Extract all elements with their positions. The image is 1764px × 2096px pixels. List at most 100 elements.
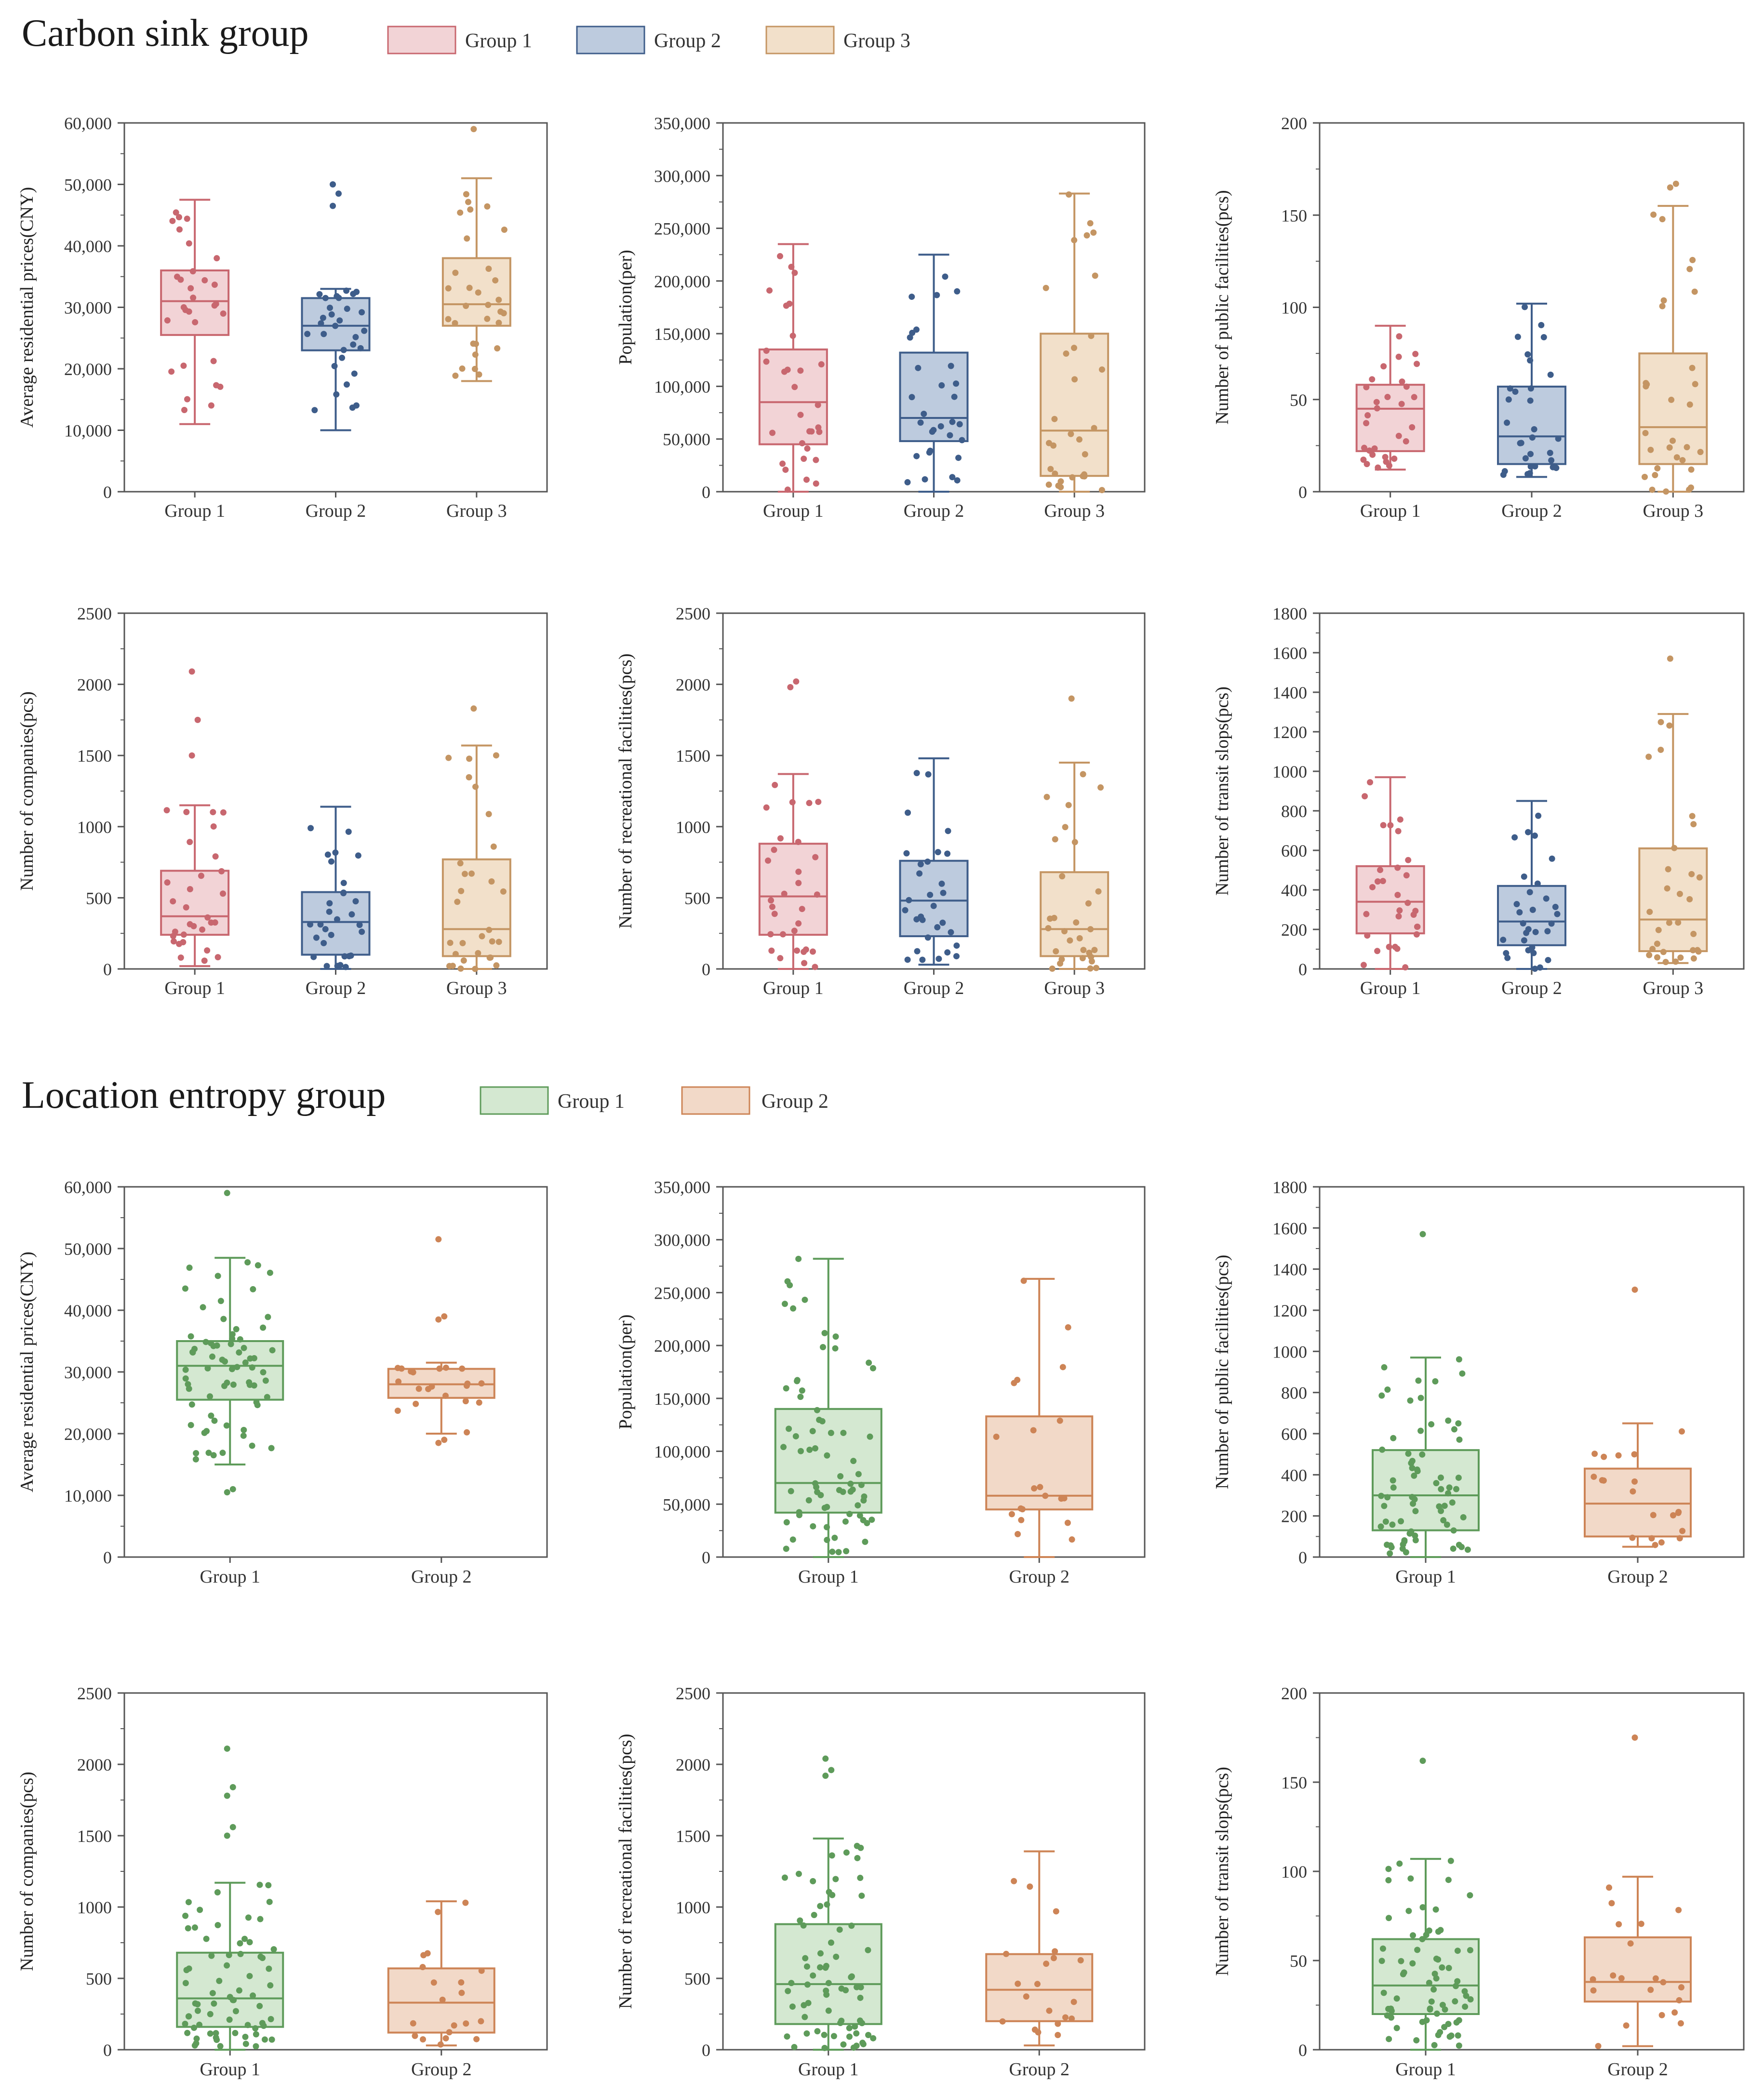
data-point <box>1363 461 1370 468</box>
data-point <box>1398 401 1405 407</box>
data-point <box>1369 884 1376 890</box>
data-point <box>454 899 461 905</box>
data-point <box>253 2043 259 2050</box>
data-point <box>1455 2032 1461 2039</box>
data-point <box>1590 1987 1597 1994</box>
data-point <box>1052 1948 1058 1955</box>
data-point <box>860 2041 867 2047</box>
data-point <box>1014 1377 1021 1384</box>
data-point <box>781 1301 788 1307</box>
data-point <box>1453 1486 1460 1492</box>
y-tick-label: 0 <box>702 2041 710 2060</box>
y-tick-label: 300,000 <box>654 1231 710 1250</box>
data-point <box>1501 468 1508 475</box>
data-point <box>1529 434 1536 441</box>
data-point <box>1548 920 1555 927</box>
data-point <box>451 2022 457 2029</box>
data-point <box>914 948 921 954</box>
outlier-point <box>441 1437 448 1443</box>
data-point <box>1671 845 1678 851</box>
data-point <box>1675 1907 1682 1913</box>
data-point <box>801 2002 807 2009</box>
data-point <box>783 302 789 309</box>
boxplot-panel: 0 10,000 20,000 30,000 40,000 50,000 60,000 Ave… <box>17 114 548 521</box>
data-point <box>1659 216 1666 223</box>
data-point <box>207 2011 214 2017</box>
y-tick-label: 10,000 <box>64 1486 112 1505</box>
data-point <box>939 919 946 926</box>
data-point <box>457 965 464 972</box>
data-point <box>810 1972 816 1979</box>
box <box>1040 871 1109 957</box>
y-tick-label: 0 <box>103 2041 112 2060</box>
data-point <box>265 1882 272 1889</box>
data-point <box>813 1484 820 1491</box>
data-point <box>1405 1908 1412 1914</box>
data-point <box>1523 929 1530 936</box>
data-point <box>786 1425 792 1432</box>
data-point <box>1062 2014 1069 2021</box>
x-tick-label: Group 1 <box>763 501 824 521</box>
x-tick-label: Group 2 <box>1009 2059 1069 2080</box>
data-point <box>1660 297 1667 304</box>
data-point <box>1655 927 1662 933</box>
data-point <box>825 1980 832 1987</box>
data-point <box>326 900 333 907</box>
data-point <box>1052 470 1058 477</box>
y-tick-label: 1200 <box>1272 1301 1307 1320</box>
data-point <box>1530 950 1537 956</box>
data-point <box>1361 444 1368 451</box>
y-tick-label: 1000 <box>1272 762 1307 781</box>
data-point <box>819 1344 826 1351</box>
data-point <box>458 1989 465 1996</box>
data-point <box>799 440 805 446</box>
data-point <box>1673 454 1680 461</box>
data-point <box>788 264 795 270</box>
data-point <box>1053 948 1059 954</box>
y-tick-label: 1800 <box>1272 604 1307 623</box>
data-point <box>326 305 333 311</box>
data-point <box>213 300 219 307</box>
data-point <box>999 2018 1006 2025</box>
data-point <box>180 304 187 310</box>
data-point <box>463 302 469 309</box>
data-point <box>806 1446 813 1453</box>
data-point <box>494 345 501 352</box>
data-point <box>1445 1490 1452 1497</box>
data-point <box>1525 829 1532 835</box>
data-point <box>331 363 338 369</box>
data-point <box>869 1517 875 1523</box>
boxplot-panel: 0 200 400 600 800 1000 1200 1400 1600 1800 Number … <box>1212 1178 1745 1587</box>
data-point <box>767 931 774 938</box>
data-point <box>1666 444 1673 451</box>
data-point <box>186 1264 193 1271</box>
y-tick-label: 400 <box>1281 881 1307 900</box>
y-tick-label: 2000 <box>77 1755 112 1774</box>
data-point <box>410 2020 416 2027</box>
data-point <box>802 946 809 953</box>
data-point <box>1047 915 1054 922</box>
data-point <box>216 1977 223 1984</box>
data-point <box>766 287 773 294</box>
data-point <box>459 940 466 946</box>
data-point <box>842 1987 849 1994</box>
data-point <box>307 921 314 928</box>
y-tick-label: 150 <box>1281 206 1307 225</box>
data-point <box>1668 396 1675 403</box>
x-tick-label: Group 3 <box>446 501 507 521</box>
data-point <box>829 1892 836 1898</box>
data-point <box>457 209 464 216</box>
data-point <box>1385 1866 1392 1872</box>
data-point <box>164 317 171 324</box>
data-point <box>464 1380 471 1387</box>
data-point <box>242 2033 249 2040</box>
y-tick-label: 100 <box>1281 1862 1307 1881</box>
data-point <box>823 1991 830 1998</box>
data-point <box>492 277 499 284</box>
data-point <box>194 2007 201 2014</box>
legend-item: Group 2 <box>681 1086 829 1115</box>
y-axis-label: Number of recreational facilities(pcs) <box>615 1734 636 2009</box>
data-point <box>1064 1519 1071 1526</box>
data-point <box>846 2033 853 2040</box>
data-point <box>485 265 492 272</box>
